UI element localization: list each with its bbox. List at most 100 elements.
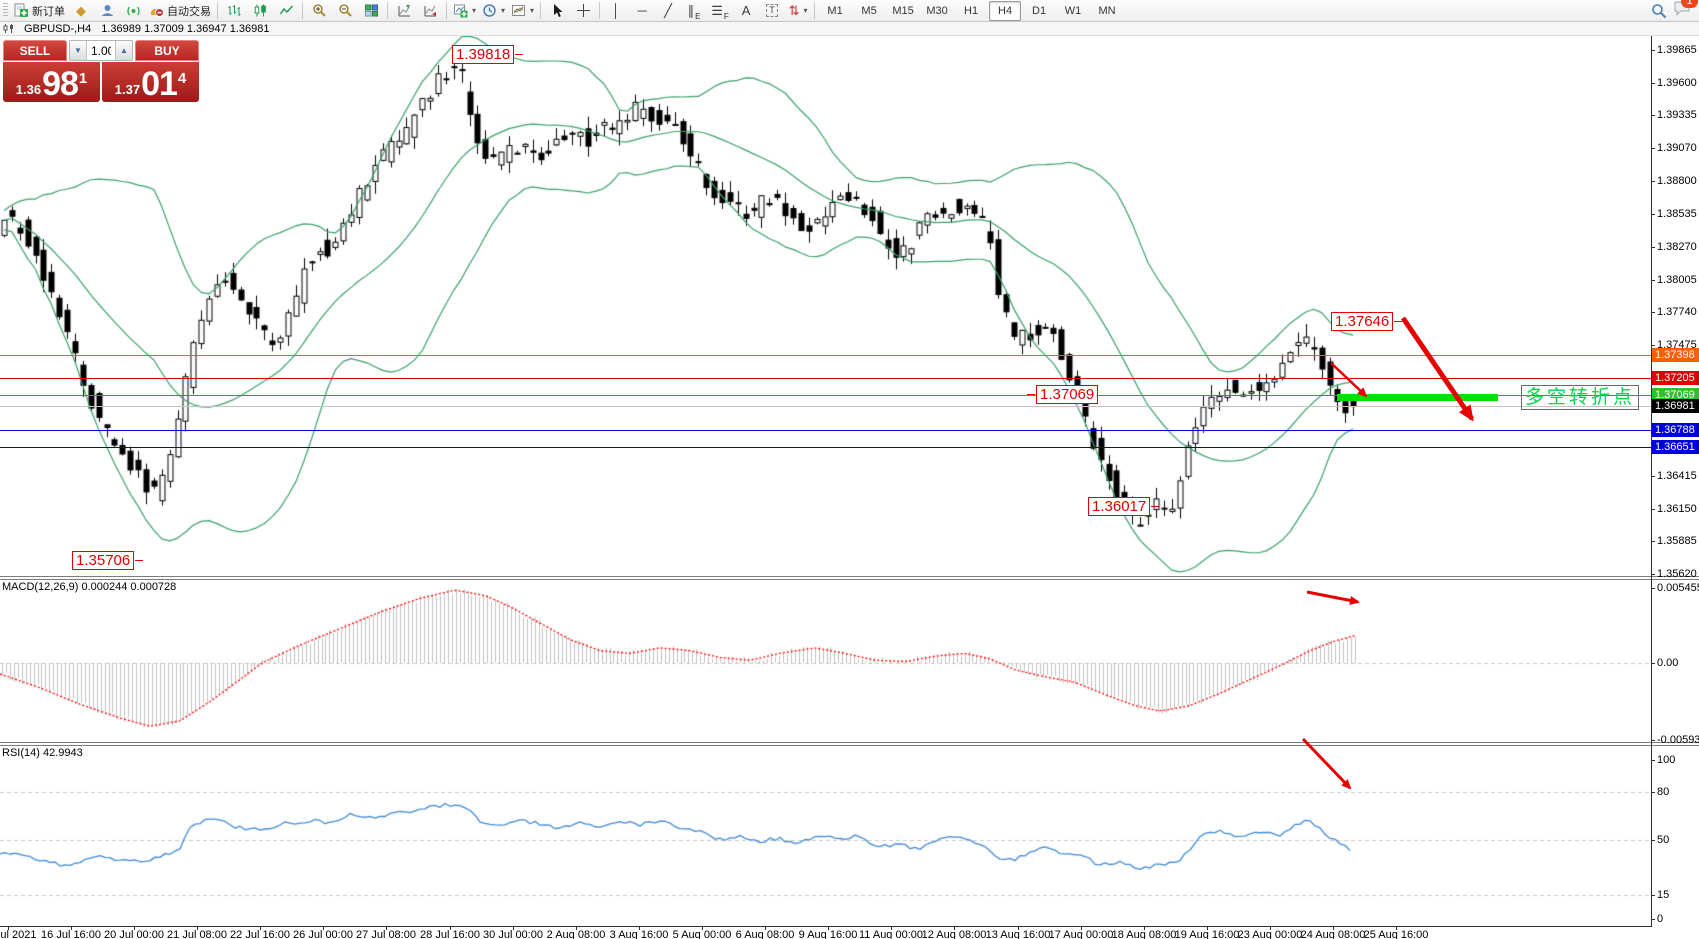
buy-price-display[interactable]: 1.37 01 4 xyxy=(102,62,199,102)
time-tick-mark xyxy=(1018,927,1019,930)
search-icon[interactable] xyxy=(1651,3,1667,19)
price-annotation-label[interactable]: 1.39818 xyxy=(452,45,515,64)
time-axis-label: 11 Aug 00:00 xyxy=(858,929,924,939)
price-tick-mark xyxy=(1651,214,1655,215)
arrows-tool-button[interactable]: ⇅ ▾ xyxy=(785,1,811,21)
equidistant-channel-icon: ∥ xyxy=(687,3,695,18)
time-axis-label: 28 Jul 16:00 xyxy=(420,929,480,939)
timeframe-button-h1[interactable]: H1 xyxy=(964,4,979,17)
horizontal-level-line[interactable] xyxy=(0,395,1651,396)
buy-button[interactable]: BUY xyxy=(135,40,199,61)
rsi-indicator-label: RSI(14) 42.9943 xyxy=(2,747,83,759)
price-tick-mark xyxy=(1651,280,1655,281)
time-axis-line[interactable] xyxy=(0,926,1651,927)
signals-button[interactable] xyxy=(120,1,146,21)
sell-price-display[interactable]: 1.36 98 1 xyxy=(3,62,100,102)
price-annotation-label[interactable]: 1.35706 xyxy=(72,551,135,570)
volume-input[interactable] xyxy=(87,41,115,60)
support-zone-bar[interactable] xyxy=(1337,394,1498,401)
price-annotation-label[interactable]: 1.37069 xyxy=(1036,385,1099,404)
bar-chart-button[interactable] xyxy=(221,1,247,21)
toolbar-grip[interactable] xyxy=(3,3,8,18)
time-tick-mark xyxy=(639,927,640,930)
sell-button[interactable]: SELL xyxy=(3,40,67,61)
crosshair-tool-button[interactable] xyxy=(570,1,596,21)
tile-windows-button[interactable] xyxy=(358,1,384,21)
cursor-tool-button[interactable] xyxy=(544,1,570,21)
horizontal-level-line[interactable] xyxy=(0,378,1651,379)
volume-increase-button[interactable]: ▲ xyxy=(115,41,132,60)
volume-decrease-button[interactable]: ▼ xyxy=(70,41,87,60)
zoom-in-button[interactable] xyxy=(306,1,332,21)
horizontal-level-line[interactable] xyxy=(0,430,1651,431)
timeframe-button-m1[interactable]: M1 xyxy=(827,4,843,17)
periods-button[interactable]: ▾ xyxy=(479,1,508,21)
auto-scroll-button[interactable] xyxy=(417,1,443,21)
macd-pane-separator[interactable] xyxy=(0,576,1699,580)
horizontal-line-tool-button[interactable]: ─ xyxy=(629,1,655,21)
vertical-line-tool-button[interactable]: │ xyxy=(603,1,629,21)
timeframe-button-m5[interactable]: M5 xyxy=(861,4,877,17)
rsi-pane-canvas[interactable] xyxy=(0,746,1651,926)
price-axis-label: 1.38005 xyxy=(1657,273,1697,286)
channel-tool-button[interactable]: ∥ E xyxy=(681,1,707,21)
zoom-out-button[interactable] xyxy=(332,1,358,21)
price-annotation-label[interactable]: 1.36017 xyxy=(1088,497,1151,516)
fibonacci-tool-button[interactable]: ☰ F xyxy=(707,1,733,21)
price-tick-mark xyxy=(1651,181,1655,182)
horizontal-level-line[interactable] xyxy=(0,355,1651,356)
text-tool-button[interactable]: A xyxy=(733,1,759,21)
timeframe-button-h4[interactable]: H4 xyxy=(989,0,1022,21)
new-order-icon xyxy=(14,3,28,17)
community-button[interactable] xyxy=(94,1,120,21)
macd-pane-canvas[interactable] xyxy=(0,580,1651,744)
rsi-pane-separator[interactable] xyxy=(0,742,1699,746)
timeframe-button-m15[interactable]: M15 xyxy=(892,4,914,17)
deposit-button[interactable]: ◆ xyxy=(68,1,94,21)
timeframe-button-m30[interactable]: M30 xyxy=(926,4,948,17)
candlestick-chart-button[interactable] xyxy=(247,1,273,21)
arrow-shapes-icon: ⇅ xyxy=(788,3,800,18)
price-tick-mark xyxy=(1651,50,1655,51)
timeframe-button-mn[interactable]: MN xyxy=(1098,4,1116,17)
timeframe-button-w1[interactable]: W1 xyxy=(1064,4,1082,17)
time-axis-label: 22 Jul 16:00 xyxy=(230,929,290,939)
time-axis-label: 2 Aug 08:00 xyxy=(546,929,606,939)
price-axis-label: 1.35885 xyxy=(1657,535,1697,548)
signals-icon xyxy=(126,6,140,16)
autotrade-button[interactable]: 自动交易 xyxy=(146,1,214,21)
price-axis-line[interactable] xyxy=(1651,36,1652,927)
line-chart-icon xyxy=(279,5,293,15)
time-axis-label: 9 Aug 16:00 xyxy=(798,929,858,939)
time-axis-label: 27 Jul 08:00 xyxy=(356,929,416,939)
horizontal-level-line[interactable] xyxy=(0,447,1651,448)
time-axis-label: 15 Jul 2021 xyxy=(0,929,37,939)
time-axis-label: 13 Aug 16:00 xyxy=(985,929,1051,939)
time-axis-label: 30 Jul 00:00 xyxy=(483,929,543,939)
macd-indicator-label: MACD(12,26,9) 0.000244 0.000728 xyxy=(2,581,177,593)
buy-price-big: 01 xyxy=(141,65,178,103)
community-person-icon xyxy=(101,5,113,16)
chart-shift-button[interactable] xyxy=(391,1,417,21)
volume-control: ▼ ▲ xyxy=(69,40,133,61)
turning-point-label[interactable]: 多空转折点 xyxy=(1521,385,1640,410)
sell-price-pip: 1 xyxy=(78,70,88,87)
price-tag: 1.36981 xyxy=(1652,399,1699,414)
main-chart-canvas[interactable] xyxy=(0,36,1651,578)
time-axis-label: 26 Jul 00:00 xyxy=(293,929,353,939)
horizontal-level-line[interactable] xyxy=(0,406,1651,407)
price-annotation-label[interactable]: 1.37646 xyxy=(1331,312,1394,331)
timeframe-button-d1[interactable]: D1 xyxy=(1032,4,1047,17)
text-label-tool-button[interactable]: T xyxy=(759,1,785,21)
new-chart-button[interactable]: ▾ xyxy=(450,1,479,21)
new-order-button[interactable]: 新订单 xyxy=(11,1,68,21)
chat-button[interactable]: 1 xyxy=(1673,0,1698,21)
time-axis-label: 5 Aug 00:00 xyxy=(672,929,732,939)
price-axis-label: 1.39600 xyxy=(1657,76,1697,89)
chart-titlebar[interactable]: GBPUSD-,H4 1.36989 1.37009 1.36947 1.369… xyxy=(0,22,1699,36)
price-tick-mark xyxy=(1651,345,1655,346)
trendline-tool-button[interactable]: ╱ xyxy=(655,1,681,21)
templates-button[interactable]: ▾ xyxy=(508,1,537,21)
buy-price-prefix: 1.37 xyxy=(114,82,141,97)
line-chart-button[interactable] xyxy=(273,1,299,21)
